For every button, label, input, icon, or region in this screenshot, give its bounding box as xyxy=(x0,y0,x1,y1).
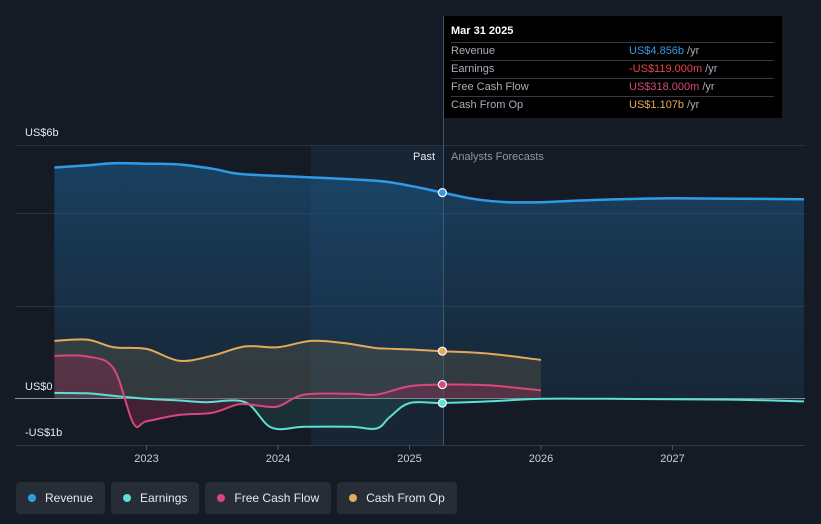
legend-label: Cash From Op xyxy=(366,491,445,505)
data-tooltip: Mar 31 2025 Revenue US$4.856b/yr Earnings -… xyxy=(444,16,782,118)
legend-dot-icon xyxy=(349,494,358,502)
x-tick-label: 2027 xyxy=(660,453,684,465)
tooltip-row: Earnings -US$119.000m/yr xyxy=(451,60,774,78)
revenue-marker[interactable] xyxy=(437,187,447,198)
legend-dot-icon xyxy=(28,494,36,502)
earnings-area xyxy=(54,392,804,430)
earnings-marker[interactable] xyxy=(437,398,447,408)
tooltip-row-label: Earnings xyxy=(451,63,495,75)
legend-dot-icon xyxy=(217,494,226,502)
legend-label: Earnings xyxy=(140,491,188,505)
tooltip-date: Mar 31 2025 xyxy=(451,25,514,37)
tooltip-row-value: US$1.107b xyxy=(629,99,685,111)
x-tick-label: 2026 xyxy=(529,453,553,465)
tooltip-row: Cash From Op US$1.107b/yr xyxy=(451,96,774,114)
tooltip-row-unit: /yr xyxy=(687,99,700,111)
free-cash-flow-area xyxy=(54,355,542,428)
cash-from-op-marker[interactable] xyxy=(437,346,447,356)
chart-legend: Revenue Earnings Free Cash Flow Cash From O… xyxy=(16,482,457,514)
free-cash-flow-line xyxy=(54,354,542,428)
legend-label: Free Cash Flow xyxy=(234,491,320,505)
legend-label: Revenue xyxy=(45,491,94,505)
forecast-label: Analysts Forecasts xyxy=(451,151,544,163)
tooltip-row-label: Free Cash Flow xyxy=(451,81,529,93)
cash-from-op-area xyxy=(54,339,542,398)
tooltip-row-label: Cash From Op xyxy=(451,99,524,111)
earnings-line xyxy=(54,391,805,431)
tooltip-row: Free Cash Flow US$318.000m/yr xyxy=(451,78,774,96)
y-axis-zero-label: US$0 xyxy=(25,381,53,393)
tooltip-row-value: -US$119.000m xyxy=(629,63,703,75)
legend-dot-icon xyxy=(123,494,132,502)
tooltip-row-label: Revenue xyxy=(451,45,496,57)
cash-from-op-line xyxy=(54,338,542,362)
tooltip-row: Revenue US$4.856b/yr xyxy=(451,42,774,60)
tooltip-row-unit: /yr xyxy=(687,45,700,57)
y-axis-top-label: US$6b xyxy=(25,127,59,139)
tooltip-row-unit: /yr xyxy=(702,81,715,93)
free-cash-flow-marker[interactable] xyxy=(437,379,447,390)
y-axis-bottom-label: -US$1b xyxy=(25,427,62,439)
legend-item-free-cash-flow[interactable]: Free Cash Flow xyxy=(205,482,332,514)
tooltip-row-unit: /yr xyxy=(705,63,718,75)
legend-item-revenue[interactable]: Revenue xyxy=(16,482,106,514)
tooltip-row-value: US$4.856b xyxy=(629,45,685,57)
x-tick-label: 2024 xyxy=(266,453,290,465)
x-tick-label: 2025 xyxy=(397,453,421,465)
legend-item-earnings[interactable]: Earnings xyxy=(111,482,200,514)
past-label: Past xyxy=(413,151,435,163)
revenue-area xyxy=(54,163,804,398)
legend-item-cash-from-op[interactable]: Cash From Op xyxy=(337,482,457,514)
x-tick-label: 2023 xyxy=(134,453,158,465)
financial-chart: US$6b US$0 -US$1b Past Analysts Forecast… xyxy=(15,16,805,465)
revenue-line xyxy=(54,161,805,204)
tooltip-row-value: US$318.000m xyxy=(629,81,700,93)
